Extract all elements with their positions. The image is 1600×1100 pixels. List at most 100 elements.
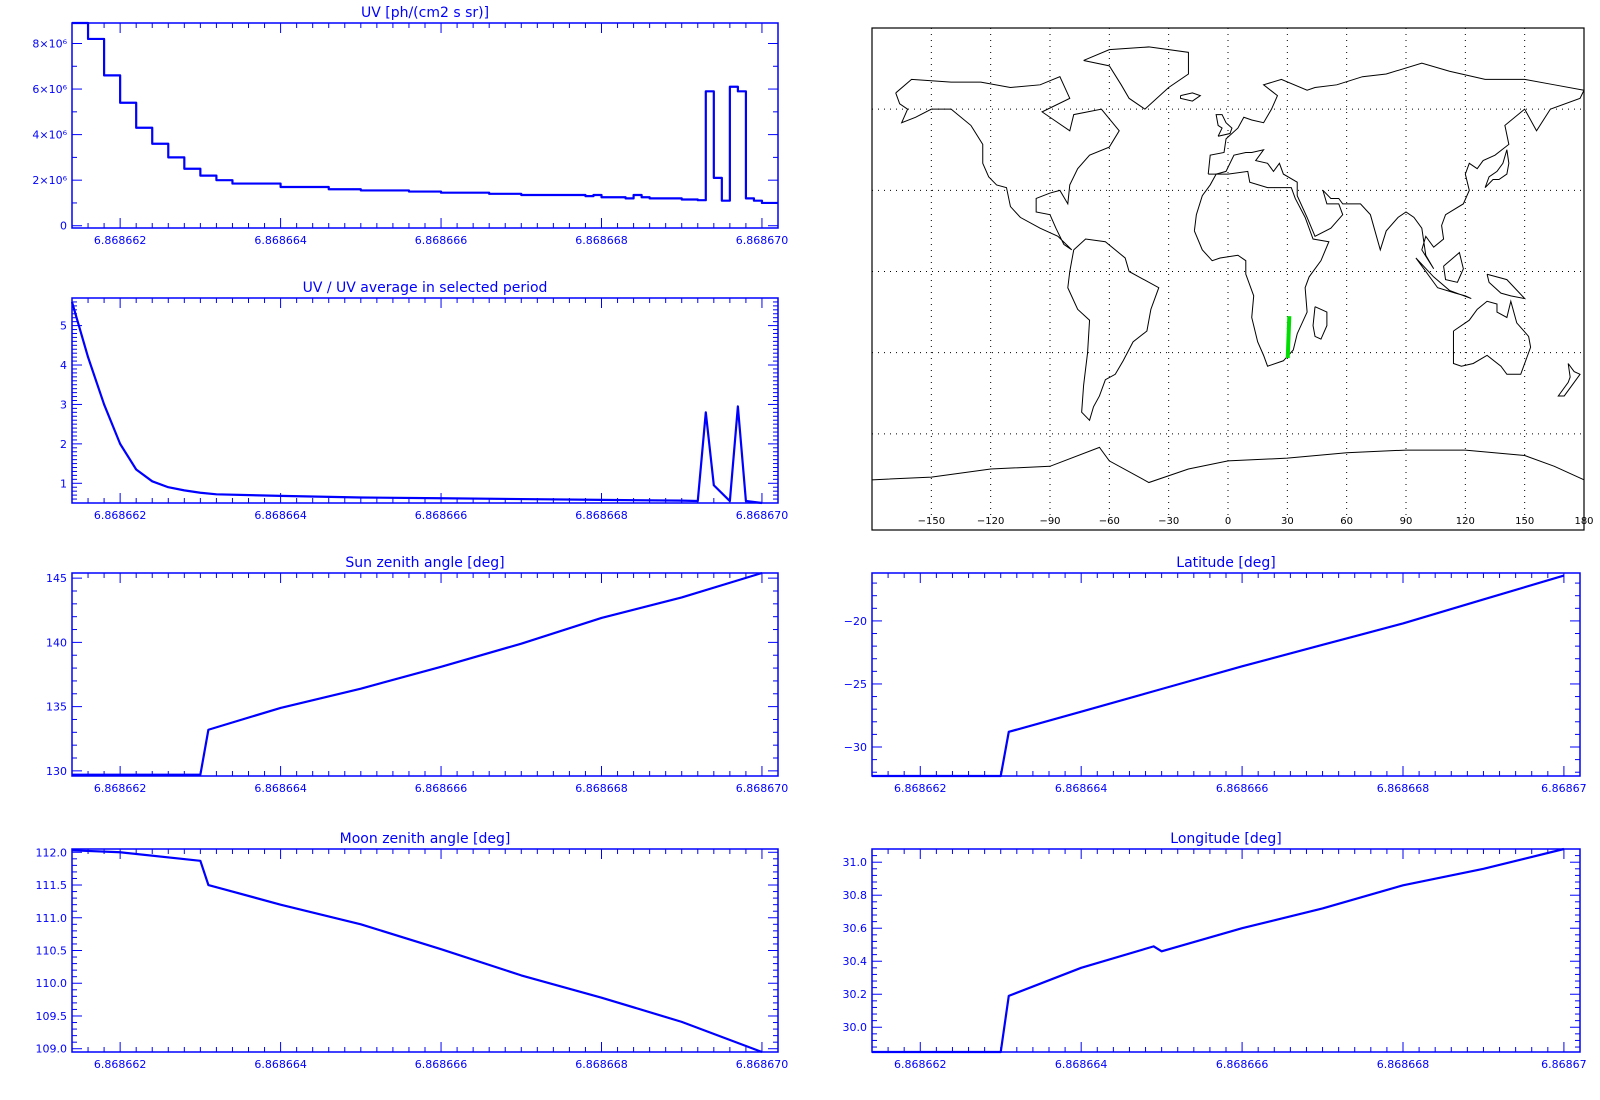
chart-title: Latitude [deg] <box>1176 555 1275 571</box>
lon-tick-label: −60 <box>1099 516 1120 527</box>
x-tick-label: 6.868664 <box>254 234 307 247</box>
y-tick-label: 3 <box>60 398 67 411</box>
y-tick-label: 8×10⁶ <box>32 38 67 51</box>
lon-tick-label: 90 <box>1400 516 1413 527</box>
orbit-track-segment <box>1285 316 1292 359</box>
y-tick-label: 30.0 <box>843 1021 868 1034</box>
y-tick-label: 30.4 <box>843 955 868 968</box>
x-tick-label: 6.868668 <box>1377 1058 1430 1071</box>
world-map: −150 −120 −90 −60 −30 0 30 60 90 120 150 180 <box>871 27 1594 531</box>
coastline-iceland <box>1180 92 1202 102</box>
coastline-greenland <box>1083 46 1189 110</box>
coastline-madagascar <box>1312 306 1328 340</box>
y-tick-label: 30.8 <box>843 889 868 902</box>
x-tick-label: 6.868664 <box>254 509 307 522</box>
plot-frame <box>871 848 1581 1053</box>
coastline-australia <box>1452 299 1532 375</box>
x-tick-label: 6.868662 <box>894 1058 947 1071</box>
coastline-new-zealand <box>1557 363 1581 397</box>
coastline-great-britain <box>1215 114 1233 137</box>
coastline-north-america <box>895 76 1120 251</box>
lon-tick-label: −120 <box>977 516 1004 527</box>
chart-panel-3: Sun zenith angle [deg] 6.868662 6.868664 6.… <box>46 555 788 795</box>
y-tick-label: 30.6 <box>843 922 868 935</box>
y-tick-label: 5 <box>60 320 67 333</box>
y-tick-label: 112.0 <box>36 846 68 859</box>
y-tick-label: 30.2 <box>843 988 868 1001</box>
plot-frame <box>71 572 779 777</box>
lon-tick-label: 30 <box>1281 516 1294 527</box>
coastline-eurasia <box>1207 62 1585 270</box>
coastline-new-guinea <box>1486 273 1527 300</box>
coastline-borneo <box>1443 251 1464 283</box>
series-line <box>71 849 763 1054</box>
lon-tick-label: 180 <box>1574 516 1593 527</box>
x-tick-label: 6.868668 <box>1377 782 1430 795</box>
x-tick-label: 6.868668 <box>575 1058 628 1071</box>
x-tick-label: 6.868670 <box>736 509 789 522</box>
y-tick-label: 4×10⁶ <box>32 129 67 142</box>
y-tick-label: −20 <box>844 615 867 628</box>
y-tick-label: 2×10⁶ <box>32 174 67 187</box>
series-line <box>70 301 763 505</box>
series-line <box>872 574 1565 778</box>
x-tick-label: 6.868666 <box>415 234 468 247</box>
x-tick-label: 6.868668 <box>575 234 628 247</box>
x-tick-label: 6.868662 <box>94 509 147 522</box>
chart-title: Moon zenith angle [deg] <box>340 831 511 847</box>
x-tick-label: 6.868666 <box>415 782 468 795</box>
y-tick-label: 140 <box>46 636 67 649</box>
x-tick-label: 6.868668 <box>575 509 628 522</box>
y-tick-label: 4 <box>60 359 67 372</box>
coastline-antarctica <box>871 446 1585 484</box>
plot-frame <box>71 848 779 1053</box>
y-tick-label: 109.5 <box>36 1010 68 1023</box>
y-tick-label: −25 <box>844 678 867 691</box>
lon-tick-label: 120 <box>1456 516 1475 527</box>
y-tick-label: 111.0 <box>36 912 68 925</box>
x-tick-label: 6.86867 <box>1541 1058 1587 1071</box>
x-tick-label: 6.868670 <box>736 782 789 795</box>
y-tick-label: 145 <box>46 572 67 585</box>
lon-tick-label: 0 <box>1225 516 1231 527</box>
chart-panel-5: Latitude [deg] 6.868662 6.868664 6.868666 6.… <box>844 555 1587 795</box>
x-tick-label: 6.868668 <box>575 782 628 795</box>
lon-tick-label: 150 <box>1515 516 1534 527</box>
chart-panel-2: UV / UV average in selected period 6.8686… <box>60 280 788 522</box>
coastline-south-america <box>1067 238 1160 422</box>
x-tick-label: 6.868662 <box>94 1058 147 1071</box>
x-tick-label: 6.868662 <box>94 234 147 247</box>
x-tick-label: 6.868666 <box>415 1058 468 1071</box>
y-tick-label: 6×10⁶ <box>32 83 67 96</box>
y-tick-label: 109.0 <box>36 1043 68 1056</box>
x-tick-label: 6.868664 <box>1055 1058 1108 1071</box>
y-tick-label: 130 <box>46 765 67 778</box>
x-tick-label: 6.868664 <box>254 1058 307 1071</box>
y-tick-label: 1 <box>60 477 67 490</box>
chart-panel-1: UV [ph/(cm2 s sr)] 6.868662 6.868664 6.8686… <box>32 5 788 247</box>
chart-title: Longitude [deg] <box>1170 831 1281 847</box>
lon-tick-label: −30 <box>1158 516 1179 527</box>
lon-tick-label: −150 <box>918 516 945 527</box>
x-tick-label: 6.868666 <box>415 509 468 522</box>
series-line <box>872 847 1565 1054</box>
chart-title: Sun zenith angle [deg] <box>345 555 504 571</box>
y-tick-label: 110.5 <box>36 945 68 958</box>
coastline-japan <box>1484 149 1510 188</box>
plot-frame <box>71 297 779 504</box>
y-tick-label: 0 <box>60 220 67 233</box>
x-tick-label: 6.868662 <box>894 782 947 795</box>
x-tick-label: 6.868664 <box>254 782 307 795</box>
x-tick-label: 6.868664 <box>1055 782 1108 795</box>
lon-tick-label: −90 <box>1039 516 1060 527</box>
y-tick-label: 111.5 <box>36 879 68 892</box>
y-tick-label: −30 <box>844 741 867 754</box>
y-tick-label: 135 <box>46 701 67 714</box>
x-tick-label: 6.868666 <box>1216 1058 1269 1071</box>
series-line <box>72 571 763 776</box>
chart-panel-6: Longitude [deg] 6.868662 6.868664 6.868666 6… <box>843 831 1587 1071</box>
chart-title: UV [ph/(cm2 s sr)] <box>361 5 489 21</box>
x-tick-label: 6.868670 <box>736 1058 789 1071</box>
lon-tick-label: 60 <box>1340 516 1353 527</box>
